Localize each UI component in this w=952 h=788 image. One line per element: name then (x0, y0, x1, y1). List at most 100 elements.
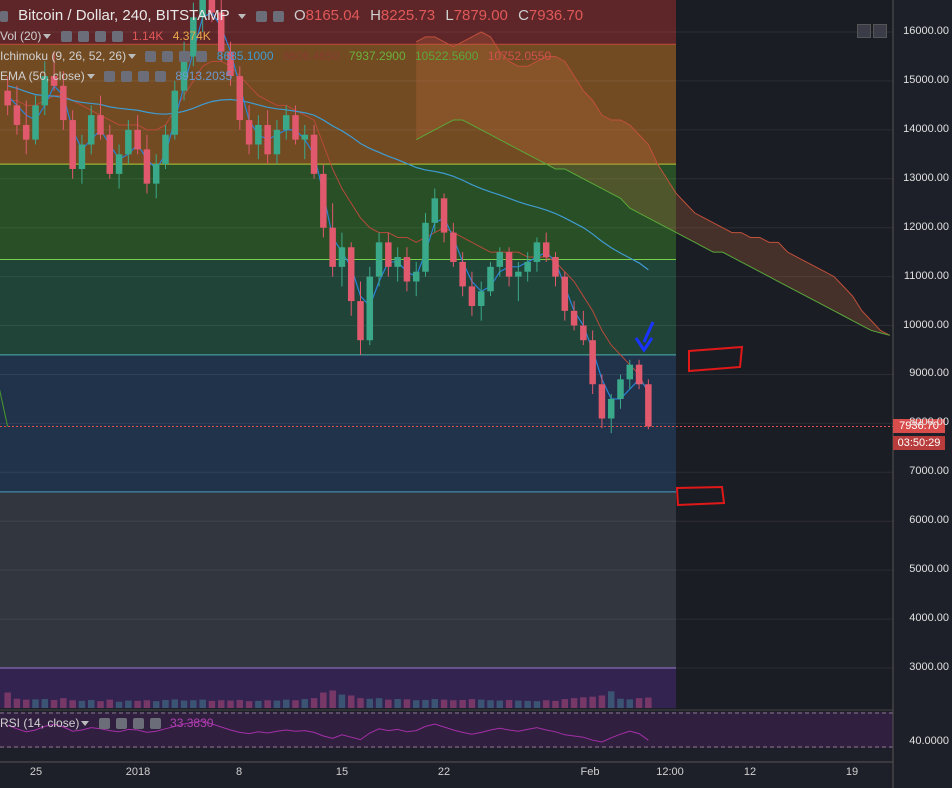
eye-icon[interactable] (60, 31, 72, 43)
ichimoku-label[interactable]: Ichimoku (9, 26, 52, 26) (0, 49, 127, 63)
maximize-icon[interactable] (857, 24, 871, 38)
candle-body (152, 164, 160, 184)
span-a-value: 10522.5600 (415, 49, 479, 63)
volume-bar (607, 691, 615, 708)
eye-icon[interactable] (104, 71, 116, 83)
chevron-down-icon[interactable] (86, 74, 95, 80)
candle-body (338, 247, 346, 267)
close-icon[interactable] (196, 51, 208, 63)
candle-body (645, 384, 652, 427)
volume-bar (134, 700, 141, 708)
volume-bar (468, 699, 476, 708)
volume-label[interactable]: Vol (20) (0, 29, 42, 43)
time-tick-label: 19 (845, 766, 859, 778)
eye-icon[interactable] (145, 51, 157, 63)
volume-bar (143, 700, 151, 708)
time-tick-label: 8 (235, 766, 243, 778)
chevron-down-icon[interactable] (237, 13, 246, 19)
volume-bar (338, 694, 346, 708)
candle-body (626, 364, 634, 380)
kijun-value: 8606.4650 (282, 49, 340, 63)
fib-zone-3 (0, 354, 676, 492)
candle-body (635, 364, 643, 385)
volume-bar (4, 692, 11, 708)
ichimoku-legend: Ichimoku (9, 26, 52, 26) 8685.1000 8606.… (0, 47, 557, 65)
price-tick-label: 6000.00 (909, 514, 949, 527)
gear-icon[interactable] (121, 71, 133, 83)
candle-body (245, 120, 253, 145)
price-tick-label: 4000.00 (909, 612, 949, 625)
chevron-down-icon[interactable] (81, 721, 90, 727)
time-tick-label: 12:00 (656, 766, 684, 778)
restore-icon[interactable] (873, 24, 887, 38)
close-icon[interactable] (149, 718, 161, 730)
candle-body (357, 301, 364, 341)
volume-bar (41, 699, 49, 708)
settings-icon[interactable] (255, 10, 267, 22)
future-area (676, 0, 893, 762)
gear-icon[interactable] (77, 31, 89, 43)
ema-line (7, 85, 649, 271)
eye-icon[interactable] (98, 718, 110, 730)
time-tick-label: 12 (743, 766, 757, 778)
volume-bar (385, 699, 392, 708)
plus-icon[interactable] (132, 718, 144, 730)
symbol-title[interactable]: Bitcoin / Dollar, 240, BITSTAMP (18, 7, 230, 24)
candle-body (180, 56, 188, 91)
close-label: C (518, 7, 529, 24)
volume-bar (394, 699, 401, 708)
gear-icon[interactable] (272, 10, 284, 22)
volume-bar (245, 701, 253, 708)
volume-bar (69, 700, 76, 708)
rsi-label[interactable]: RSI (14, close) (0, 716, 80, 730)
price-tick-label: 15000.00 (903, 73, 949, 86)
cloud-span-a (415, 119, 890, 336)
candle-body (199, 0, 206, 18)
candle-body (227, 51, 234, 77)
volume-bar (645, 697, 652, 708)
volume-bar (570, 698, 578, 708)
price-tick-label: 5000.00 (909, 563, 949, 576)
volume-ma-value: 4.374K (172, 29, 211, 43)
plus-icon[interactable] (138, 71, 150, 83)
candle-body (617, 379, 624, 399)
candle-body (422, 222, 429, 272)
collapse-legend-icon[interactable] (0, 10, 8, 22)
chevron-down-icon[interactable] (43, 34, 52, 40)
plus-icon[interactable] (94, 31, 106, 43)
volume-bar (422, 699, 429, 708)
candle-body (50, 76, 58, 86)
chevron-down-icon[interactable] (128, 54, 137, 60)
candle-body (143, 149, 151, 184)
volume-bar (533, 701, 541, 708)
candle-body (236, 76, 244, 121)
close-icon[interactable] (111, 31, 123, 43)
volume-bar (171, 699, 179, 708)
gear-icon[interactable] (115, 718, 127, 730)
ema-label[interactable]: EMA (50, close) (0, 69, 85, 83)
volume-bar (292, 700, 299, 708)
candle-body (524, 261, 531, 272)
symbol-legend: Bitcoin / Dollar, 240, BITSTAMP O8165.04… (0, 5, 589, 27)
volume-value: 1.14K (132, 29, 164, 43)
price-axis-bg (894, 0, 952, 788)
candle-body (217, 12, 225, 52)
candle-body (13, 105, 21, 125)
plus-icon[interactable] (179, 51, 191, 63)
close-icon[interactable] (155, 71, 167, 83)
time-tick-label: 25 (29, 766, 43, 778)
kijun-line (7, 60, 649, 394)
volume-bar (199, 699, 206, 708)
rsi-value: 33.3830 (170, 716, 214, 730)
tenkan-line (7, 11, 649, 400)
volume-bar (598, 695, 606, 708)
rsi-line (7, 720, 649, 743)
volume-bar (152, 701, 160, 708)
gear-icon[interactable] (162, 51, 174, 63)
volume-bar (22, 699, 30, 708)
fib-zone-2 (0, 259, 676, 355)
candle-body (255, 124, 262, 145)
candle-body (87, 115, 95, 145)
